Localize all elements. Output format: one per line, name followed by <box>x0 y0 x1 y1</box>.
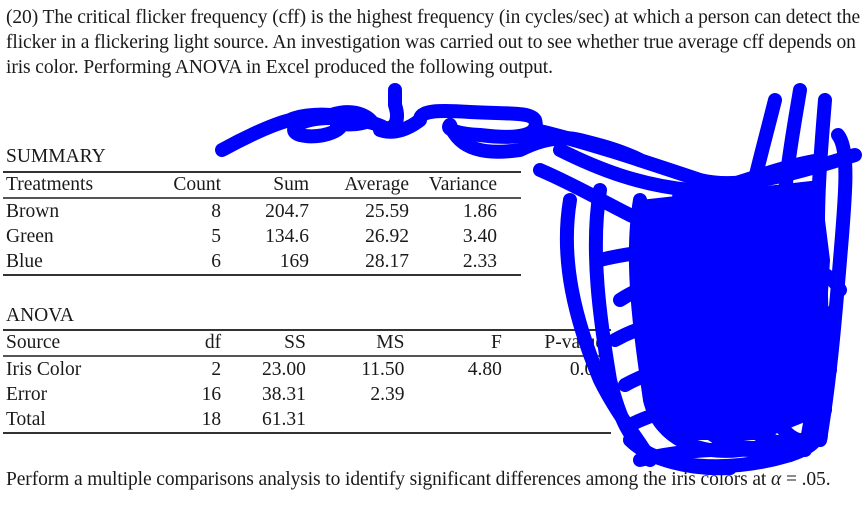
table-row: Blue 6 169 28.17 2.33 <box>3 249 521 276</box>
anova-cell-source: Total <box>3 407 154 434</box>
anova-cell-ms: 11.50 <box>361 359 405 380</box>
anova-cell-ss: 61.31 <box>221 407 306 434</box>
summary-header-count: Count <box>143 171 221 199</box>
summary-cell-variance: 1.86 <box>462 201 497 222</box>
table-row: Brown 8 204.7 25.59 1.86 <box>3 198 521 224</box>
table-row: Green 5 134.6 26.92 3.40 <box>3 224 521 249</box>
summary-header-sum: Sum <box>221 171 309 199</box>
summary-cell-average: 26.92 <box>365 226 409 247</box>
anova-cell-source: Error <box>6 384 48 405</box>
summary-cell-treatment: Green <box>6 226 54 247</box>
anova-cell-ss: 38.31 <box>261 384 306 405</box>
question-prefix: Perform a multiple comparisons analysis … <box>6 469 772 490</box>
anova-cell-ms: 2.39 <box>370 384 405 405</box>
table-row: Total 18 61.31 <box>3 407 611 434</box>
anova-cell-ms <box>305 407 405 434</box>
anova-header-ms: MS <box>305 329 405 357</box>
summary-cell-average: 25.59 <box>365 201 409 222</box>
anova-cell-f <box>404 407 502 434</box>
anova-cell-pvalue <box>502 382 604 407</box>
anova-header-source: Source <box>3 329 154 357</box>
summary-cell-count: 6 <box>143 249 221 276</box>
anova-cell-df: 18 <box>153 407 222 434</box>
summary-table: Treatments Count Sum Average Variance Br… <box>3 171 521 276</box>
anova-title: ANOVA <box>6 305 74 326</box>
anova-cell-f: 4.80 <box>467 359 502 380</box>
summary-header-row: Treatments Count Sum Average Variance <box>3 171 521 199</box>
summary-cell-average: 28.17 <box>309 249 409 276</box>
problem-question-text: Perform a multiple comparisons analysis … <box>6 467 861 492</box>
anova-header-f: F <box>404 329 502 357</box>
summary-cell-sum: 204.7 <box>265 201 309 222</box>
table-row: Iris Color 2 23.00 11.50 4.80 0.02 <box>3 356 611 382</box>
anova-cell-ss: 23.00 <box>261 359 306 380</box>
anova-header-ss: SS <box>221 329 306 357</box>
summary-cell-treatment: Blue <box>3 249 143 276</box>
summary-header-treatments: Treatments <box>3 171 143 199</box>
anova-header-row: Source df SS MS F P-value <box>3 329 611 357</box>
problem-intro-text: (20) The critical flicker frequency (cff… <box>6 7 861 78</box>
summary-cell-count: 5 <box>211 226 221 247</box>
anova-header-df: df <box>153 329 222 357</box>
summary-cell-count: 8 <box>211 201 221 222</box>
table-row: Error 16 38.31 2.39 <box>3 382 611 407</box>
summary-cell-variance: 2.33 <box>409 249 497 276</box>
anova-cell-pvalue: 0.02 <box>569 359 604 380</box>
summary-cell-variance: 3.40 <box>462 226 497 247</box>
anova-cell-f <box>404 382 501 407</box>
anova-cell-pvalue <box>501 407 604 434</box>
anova-table: Source df SS MS F P-value Iris Color 2 2… <box>3 329 611 434</box>
question-suffix: = .05. <box>781 469 831 490</box>
anova-cell-source: Iris Color <box>6 359 82 380</box>
summary-cell-sum: 169 <box>221 249 309 276</box>
summary-cell-treatment: Brown <box>6 201 60 222</box>
summary-title: SUMMARY <box>6 146 106 167</box>
summary-header-variance: Variance <box>409 171 497 199</box>
summary-cell-sum: 134.6 <box>265 226 309 247</box>
anova-cell-df: 16 <box>201 384 222 405</box>
anova-cell-df: 2 <box>211 359 222 380</box>
summary-header-average: Average <box>309 171 409 199</box>
alpha-symbol: α <box>771 469 782 490</box>
anova-header-pvalue: P-value <box>501 329 604 357</box>
